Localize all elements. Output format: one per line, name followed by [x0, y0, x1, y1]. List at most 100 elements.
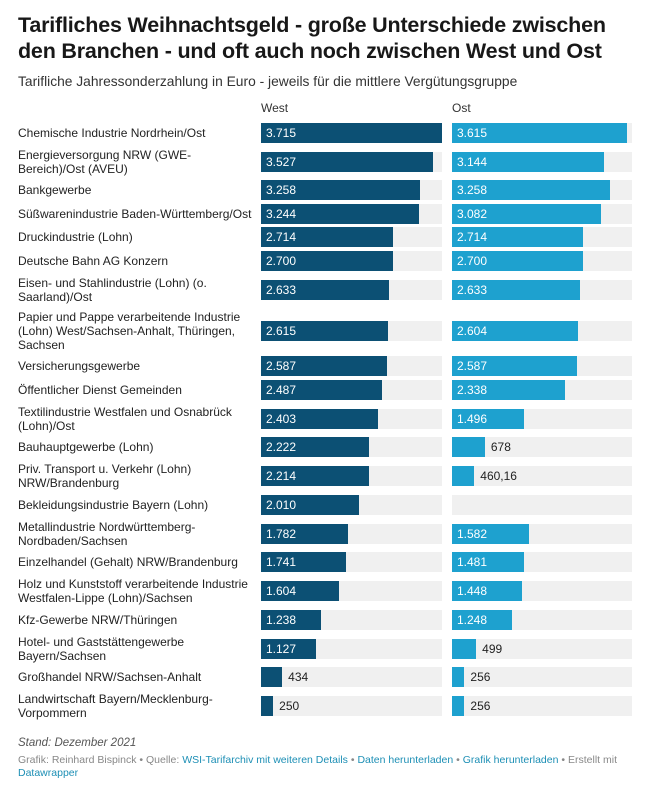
ost-bar — [452, 279, 580, 300]
download-graphic-link[interactable]: Grafik herunterladen — [462, 754, 559, 766]
west-value-label: 2.403 — [266, 411, 297, 426]
ost-value-label: 256 — [470, 670, 491, 685]
ost-value-label: 2.714 — [457, 230, 488, 245]
ost-bar — [452, 466, 475, 486]
credits: Grafik: Reinhard Bispinck • Quelle: WSI-… — [18, 754, 628, 780]
ost-bar-track: 499 — [452, 638, 632, 659]
ost-bar-track: 1.481 — [452, 552, 632, 573]
ost-value-label: 2.633 — [457, 282, 488, 297]
west-value-label: 2.010 — [266, 497, 297, 512]
source-prefix: Quelle: — [146, 754, 180, 766]
west-bar-track: 2.587 — [261, 356, 442, 377]
west-bar-track: 2.403 — [261, 408, 442, 429]
ost-bar — [452, 581, 523, 601]
west-value-label: 3.527 — [266, 154, 297, 169]
chart-footer: Stand: Dezember 2021 Grafik: Reinhard Bi… — [18, 737, 628, 780]
west-value-label: 3.715 — [266, 125, 297, 140]
west-value-label: 2.700 — [266, 253, 297, 268]
ost-bar — [452, 180, 610, 201]
west-bar-track: 2.700 — [261, 250, 442, 271]
ost-bar-track: 678 — [452, 437, 632, 458]
ost-value-label: 2.604 — [457, 323, 488, 338]
ost-bar-track: 2.587 — [452, 356, 632, 377]
ost-bar-track: 2.700 — [452, 250, 632, 271]
west-value-label: 1.127 — [266, 641, 297, 656]
ost-bar-track: 2.714 — [452, 227, 632, 248]
ost-bar — [452, 250, 583, 271]
west-bar-track: 250 — [261, 696, 442, 716]
bar-row: Bauhauptgewerbe (Lohn) 2.222 678 — [18, 436, 632, 460]
chart-container: Tarifliches Weihnachtsgeld - große Unter… — [18, 13, 632, 780]
ost-value-label: 678 — [490, 440, 511, 455]
bar-row: Chemische Industrie Nordrhein/Ost 3.715 3.… — [18, 121, 632, 145]
west-bar — [261, 250, 393, 271]
category-label: Textilindustrie Westfalen und Osnabrück … — [18, 404, 232, 433]
west-bar-track: 3.258 — [261, 180, 442, 201]
ost-value-label: 2.587 — [457, 359, 488, 374]
separator: • — [456, 754, 460, 766]
west-bar-track: 2.214 — [261, 466, 442, 486]
category-label: Deutsche Bahn AG Konzern — [18, 253, 169, 268]
ost-bar-track: 1.248 — [452, 609, 632, 630]
west-bar — [261, 151, 433, 172]
created-with-prefix: Erstellt mit — [567, 754, 617, 766]
separator: • — [350, 754, 355, 766]
west-bar — [261, 494, 359, 515]
ost-bar — [452, 523, 529, 544]
west-bar — [261, 667, 283, 688]
west-bar — [261, 581, 340, 601]
west-value-label: 2.587 — [266, 359, 297, 374]
ost-bar — [452, 320, 579, 341]
separator: • — [139, 754, 144, 766]
west-bar — [261, 180, 420, 201]
bar-row: Energieversorgung NRW (GWE-Bereich)/Ost … — [18, 145, 632, 179]
ost-bar-track: 2.604 — [452, 320, 632, 341]
ost-bar — [452, 696, 465, 716]
ost-value-label: 2.338 — [457, 382, 488, 397]
ost-bar-track: 1.448 — [452, 581, 632, 601]
ost-value-label: 3.144 — [457, 154, 488, 169]
category-label: Holz und Kunststoff verarbeitende Indust… — [18, 577, 248, 605]
west-bar-track: 434 — [261, 667, 442, 688]
ost-bar — [452, 667, 465, 688]
category-label: Bauhauptgewerbe (Lohn) — [18, 440, 154, 455]
ost-bar — [452, 638, 477, 659]
bar-row: Druckindustrie (Lohn) 2.714 2.714 — [18, 226, 632, 250]
ost-bar-track: 2.338 — [452, 379, 632, 400]
ost-bar — [452, 552, 524, 573]
category-label: Bankgewerbe — [18, 183, 92, 198]
ost-bar-track: 2.633 — [452, 279, 632, 300]
ost-bar — [452, 437, 485, 458]
west-value-label: 3.258 — [266, 183, 297, 198]
west-bar — [261, 408, 379, 429]
ost-bar — [452, 227, 584, 248]
west-bar — [261, 379, 383, 400]
west-value-label: 1.741 — [266, 555, 297, 570]
bar-row: Öffentlicher Dienst Gemeinden 2.487 2.338 — [18, 378, 632, 402]
west-bar-track: 2.010 — [261, 494, 442, 515]
ost-value-label: 1.448 — [457, 584, 488, 598]
west-bar — [261, 356, 388, 377]
datawrapper-link[interactable]: Datawrapper — [18, 767, 79, 779]
ost-value-label: 1.496 — [457, 411, 488, 426]
bar-row: Holz und Kunststoff verarbeitende Indust… — [18, 574, 632, 608]
west-bar-track: 2.487 — [261, 379, 442, 400]
ost-bar — [452, 122, 628, 143]
bar-row: Priv. Transport u. Verkehr (Lohn) NRW/Br… — [18, 459, 632, 493]
west-bar-track: 1.782 — [261, 523, 442, 544]
west-bar — [261, 523, 348, 544]
west-bar-track: 1.604 — [261, 581, 442, 601]
ost-bar-track — [452, 494, 632, 515]
west-value-label: 2.714 — [266, 230, 297, 245]
ost-bar — [452, 356, 578, 377]
ost-bar — [452, 151, 605, 172]
ost-bar-track: 3.615 — [452, 122, 632, 143]
separator: • — [561, 754, 566, 766]
ost-bar-track: 1.496 — [452, 408, 632, 429]
west-bar — [261, 122, 442, 143]
download-data-link[interactable]: Daten herunterladen — [357, 754, 454, 766]
west-value-label: 3.244 — [266, 206, 297, 221]
source-link[interactable]: WSI-Tarifarchiv mit weiteren Details — [182, 754, 348, 766]
ost-value-label: 3.258 — [457, 183, 488, 198]
category-label: Öffentlicher Dienst Gemeinden — [18, 382, 182, 397]
